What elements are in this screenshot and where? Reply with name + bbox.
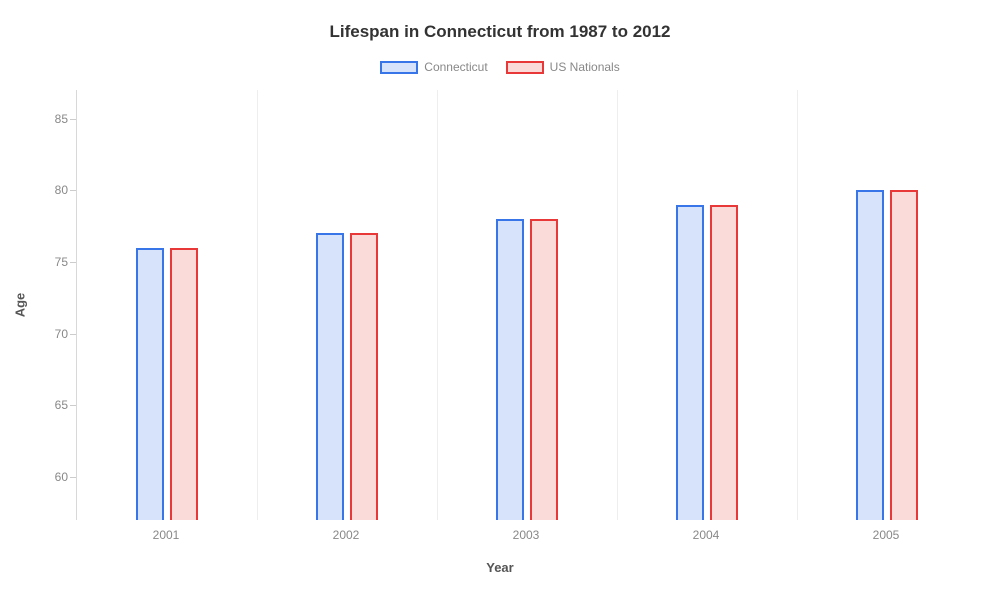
y-tick-label: 75: [55, 255, 68, 269]
y-tick-label: 65: [55, 398, 68, 412]
bar: [856, 190, 884, 520]
y-tick-label: 70: [55, 327, 68, 341]
y-tick-label: 80: [55, 183, 68, 197]
y-tick-mark: [70, 477, 76, 478]
legend-item: Connecticut: [380, 60, 487, 74]
bar: [316, 233, 344, 520]
lifespan-chart: Lifespan in Connecticut from 1987 to 201…: [0, 0, 1000, 600]
bar: [496, 219, 524, 520]
x-tick-label: 2004: [693, 528, 720, 542]
y-axis-title: Age: [13, 293, 28, 318]
gridline-vertical: [257, 90, 258, 520]
bar: [530, 219, 558, 520]
gridline-vertical: [797, 90, 798, 520]
gridline-vertical: [617, 90, 618, 520]
legend: Connecticut US Nationals: [0, 60, 1000, 74]
y-tick-mark: [70, 405, 76, 406]
chart-title: Lifespan in Connecticut from 1987 to 201…: [0, 22, 1000, 42]
x-tick-label: 2001: [153, 528, 180, 542]
y-tick-mark: [70, 190, 76, 191]
y-tick-mark: [70, 119, 76, 120]
x-tick-label: 2002: [333, 528, 360, 542]
legend-label: Connecticut: [424, 60, 487, 74]
gridline-vertical: [437, 90, 438, 520]
legend-label: US Nationals: [550, 60, 620, 74]
bar: [136, 248, 164, 520]
bar: [710, 205, 738, 520]
y-tick-label: 85: [55, 112, 68, 126]
legend-swatch: [506, 61, 544, 74]
plot-area: [76, 90, 976, 520]
bar: [890, 190, 918, 520]
y-tick-mark: [70, 334, 76, 335]
bar: [170, 248, 198, 520]
x-tick-label: 2003: [513, 528, 540, 542]
y-tick-mark: [70, 262, 76, 263]
x-tick-label: 2005: [873, 528, 900, 542]
bar: [350, 233, 378, 520]
legend-swatch: [380, 61, 418, 74]
x-axis-title: Year: [0, 560, 1000, 575]
legend-item: US Nationals: [506, 60, 620, 74]
y-tick-label: 60: [55, 470, 68, 484]
bar: [676, 205, 704, 520]
